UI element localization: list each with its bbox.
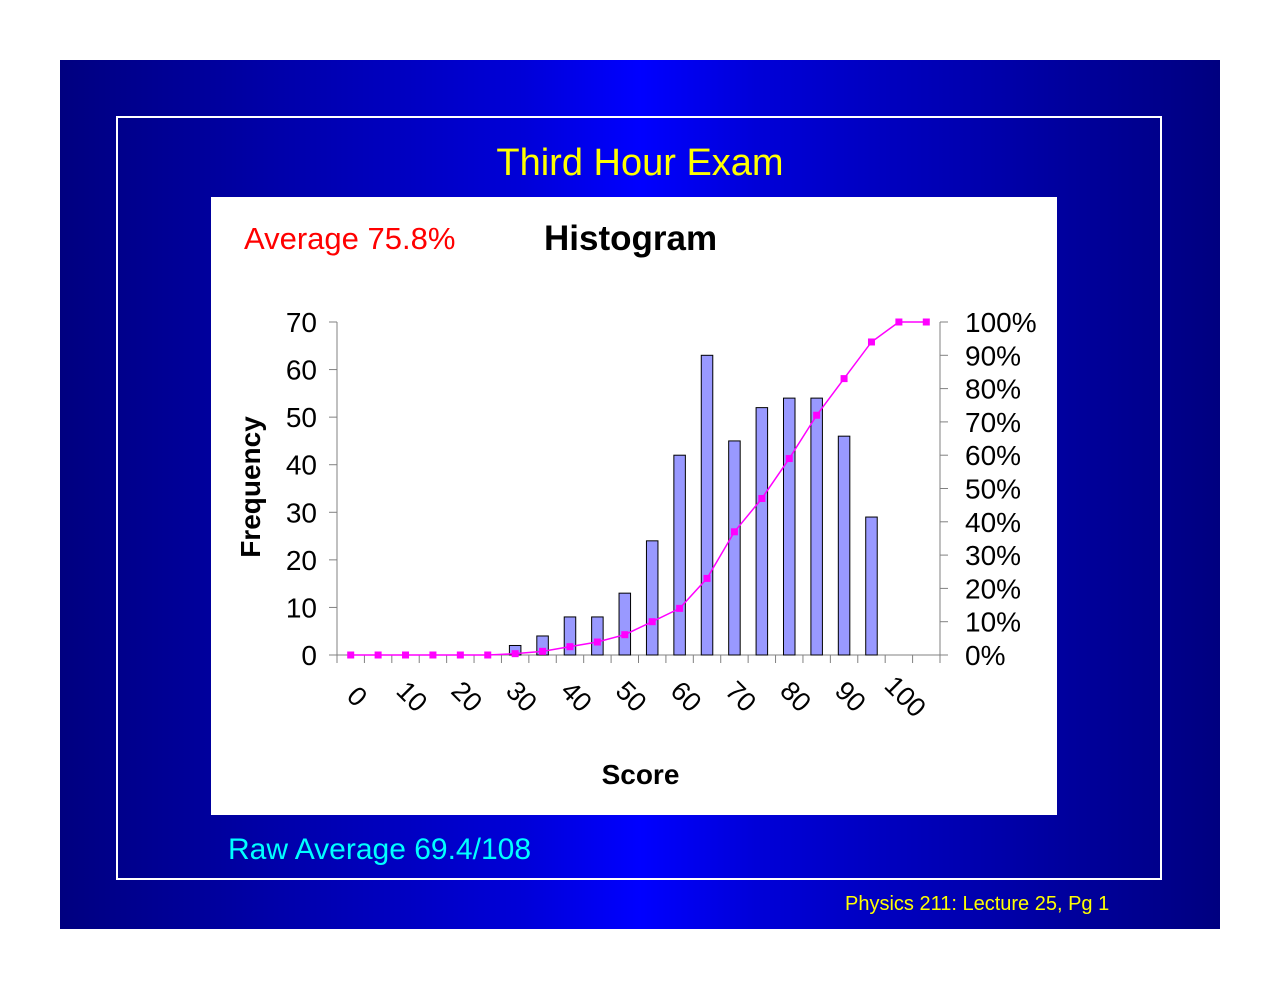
y-tick-label: 50	[286, 402, 317, 433]
histogram-bar	[837, 435, 851, 656]
y-tick-label: 70	[286, 307, 317, 338]
y-tick-label: 10	[286, 592, 317, 623]
cumulative-point	[730, 528, 738, 536]
cumulative-point	[402, 651, 410, 659]
y2-tick-label: 60%	[965, 440, 1021, 471]
cumulative-line	[350, 321, 927, 656]
cumulative-point	[347, 651, 355, 659]
y2-tick-label: 80%	[965, 374, 1021, 405]
raw-average-label: Raw Average 69.4/108	[228, 833, 532, 866]
y-tick-label: 60	[286, 355, 317, 386]
slide-footer: Physics 211: Lecture 25, Pg 1	[845, 893, 1110, 915]
cumulative-point	[566, 643, 574, 651]
y2-tick-label: 90%	[965, 340, 1021, 371]
cumulative-point	[484, 651, 492, 659]
x-tick-label: 90	[829, 675, 871, 717]
y2-tick-label: 50%	[965, 474, 1021, 505]
y2-tick-label: 100%	[965, 307, 1037, 338]
y2-tick-label: 30%	[965, 540, 1021, 571]
y-tick-label: 40	[286, 450, 317, 481]
histogram-bar	[810, 397, 823, 656]
cumulative-point	[676, 604, 684, 612]
histogram-bar	[673, 454, 686, 656]
y-tick-label: 0	[301, 640, 317, 671]
x-tick-label: 20	[445, 675, 487, 717]
cumulative-point	[895, 318, 903, 326]
cumulative-point	[374, 651, 382, 659]
cumulative-point	[867, 338, 875, 346]
cumulative-point	[456, 651, 464, 659]
slide-background: Third Hour Exam Average 75.8% Histogram …	[60, 60, 1220, 929]
x-tick-label: 100	[879, 670, 932, 723]
x-tick-label: 10	[391, 675, 433, 717]
histogram-bar	[865, 516, 878, 656]
histogram-bar	[618, 592, 632, 656]
histogram-chart: 0102030405060700%10%20%30%40%50%60%70%80…	[235, 307, 1037, 790]
x-tick-label: 80	[774, 675, 816, 717]
chart-title: Histogram	[544, 219, 718, 258]
x-tick-label: 50	[610, 675, 652, 717]
histogram-bar	[700, 354, 714, 656]
cumulative-point	[648, 618, 656, 626]
y2-tick-label: 40%	[965, 507, 1021, 538]
cumulative-point	[813, 411, 821, 419]
slide-frame	[116, 116, 1162, 880]
histogram-bar	[755, 407, 769, 656]
x-tick-label: 70	[720, 675, 762, 717]
histogram-bar	[563, 616, 577, 656]
cumulative-point	[593, 638, 601, 646]
x-tick-label: 40	[555, 675, 597, 717]
x-tick-label: 60	[665, 675, 707, 717]
cumulative-point	[922, 318, 930, 326]
histogram-bar	[645, 540, 659, 656]
cumulative-point	[539, 647, 547, 655]
y-tick-label: 20	[286, 545, 317, 576]
average-label: Average 75.8%	[244, 221, 456, 256]
cumulative-point	[758, 494, 766, 502]
cumulative-point	[840, 375, 848, 383]
chart-panel: Average 75.8% Histogram 0 10 20 30 40 50 60 70 0…	[211, 197, 1057, 815]
cumulative-point	[703, 574, 711, 582]
slide-title: Third Hour Exam	[496, 142, 784, 184]
cumulative-point	[621, 631, 629, 639]
x-tick-label: 0	[341, 681, 373, 713]
histogram-bar	[591, 616, 604, 656]
histogram-bar	[536, 635, 549, 656]
x-axis-title: Score	[602, 759, 680, 790]
y2-tick-label: 20%	[965, 573, 1021, 604]
y2-tick-label: 0%	[965, 640, 1005, 671]
cumulative-point	[511, 650, 519, 658]
y-tick-label: 30	[286, 497, 317, 528]
histogram-bar	[728, 440, 741, 656]
histogram-bar	[782, 397, 796, 656]
x-tick-label: 30	[500, 675, 542, 717]
cumulative-point	[785, 455, 793, 463]
y-axis-title: Frequency	[235, 416, 266, 558]
cumulative-point	[429, 651, 437, 659]
y2-tick-label: 70%	[965, 407, 1021, 438]
y2-tick-label: 10%	[965, 607, 1021, 638]
